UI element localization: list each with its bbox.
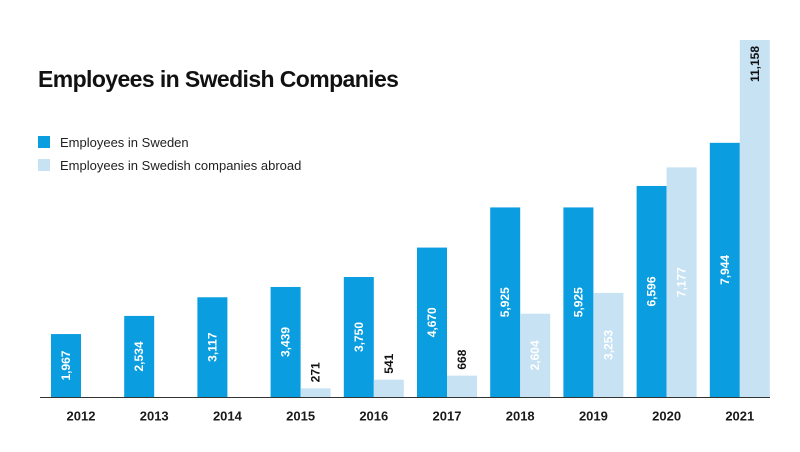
legend: Employees in Sweden Employees in Swedish…: [38, 134, 301, 180]
data-label-abroad-2017: 668: [455, 349, 469, 369]
data-label-abroad-2018: 2,604: [528, 340, 542, 370]
data-label-sweden-2017: 4,670: [425, 307, 439, 337]
legend-label-sweden: Employees in Sweden: [60, 134, 189, 150]
data-label-abroad-2020: 7,177: [675, 267, 689, 297]
legend-item-sweden: Employees in Sweden: [38, 134, 301, 150]
legend-swatch-abroad: [38, 159, 50, 171]
data-label-sweden-2018: 5,925: [498, 287, 512, 317]
bar-sweden-2012: [51, 334, 81, 397]
legend-item-abroad: Employees in Swedish companies abroad: [38, 157, 301, 173]
bar-abroad-2019: [593, 292, 624, 397]
data-label-sweden-2021: 7,944: [718, 255, 732, 285]
bar-sweden-2019: [563, 207, 594, 397]
x-tick-label-2012: 2012: [67, 409, 96, 424]
data-label-sweden-2016: 3,750: [352, 322, 366, 352]
x-tick-label-2013: 2013: [140, 409, 169, 424]
legend-swatch-sweden: [38, 136, 50, 148]
x-tick-label-2019: 2019: [579, 409, 608, 424]
bar-sweden-2015: [270, 286, 301, 397]
data-label-sweden-2014: 3,117: [205, 332, 219, 362]
data-label-abroad-2016: 541: [382, 353, 396, 373]
data-label-abroad-2021: 11,158: [748, 46, 762, 82]
bar-sweden-2014: [197, 297, 228, 397]
x-tick-label-2014: 2014: [213, 409, 243, 424]
legend-label-abroad: Employees in Swedish companies abroad: [60, 157, 302, 173]
bar-sweden-2020: [636, 185, 667, 397]
bar-sweden-2013: [124, 315, 155, 397]
x-tick-label-2015: 2015: [286, 409, 315, 424]
bar-sweden-2021: [709, 142, 740, 397]
data-label-abroad-2019: 3,253: [601, 330, 615, 360]
x-tick-label-2021: 2021: [725, 409, 754, 424]
x-tick-label-2018: 2018: [506, 409, 535, 424]
x-tick-label-2017: 2017: [433, 409, 462, 424]
bar-abroad-2018: [520, 313, 551, 397]
data-label-sweden-2020: 6,596: [645, 276, 659, 306]
chart-title: Employees in Swedish Companies: [38, 66, 399, 92]
bar-abroad-2017: [447, 375, 477, 397]
bar-abroad-2015: [300, 388, 331, 397]
data-label-sweden-2019: 5,925: [571, 287, 585, 317]
data-label-sweden-2012: 1,967: [59, 350, 73, 380]
x-tick-label-2020: 2020: [652, 409, 681, 424]
data-label-abroad-2015: 271: [309, 362, 323, 382]
bar-abroad-2020: [666, 167, 697, 397]
data-label-sweden-2015: 3,439: [279, 327, 293, 357]
bar-sweden-2017: [417, 247, 447, 397]
x-tick-label-2016: 2016: [359, 409, 388, 424]
data-label-sweden-2013: 2,534: [132, 341, 146, 371]
bar-sweden-2018: [490, 207, 521, 397]
bar-abroad-2021: [739, 40, 770, 397]
bar-abroad-2016: [373, 379, 404, 397]
bar-sweden-2016: [343, 277, 374, 397]
